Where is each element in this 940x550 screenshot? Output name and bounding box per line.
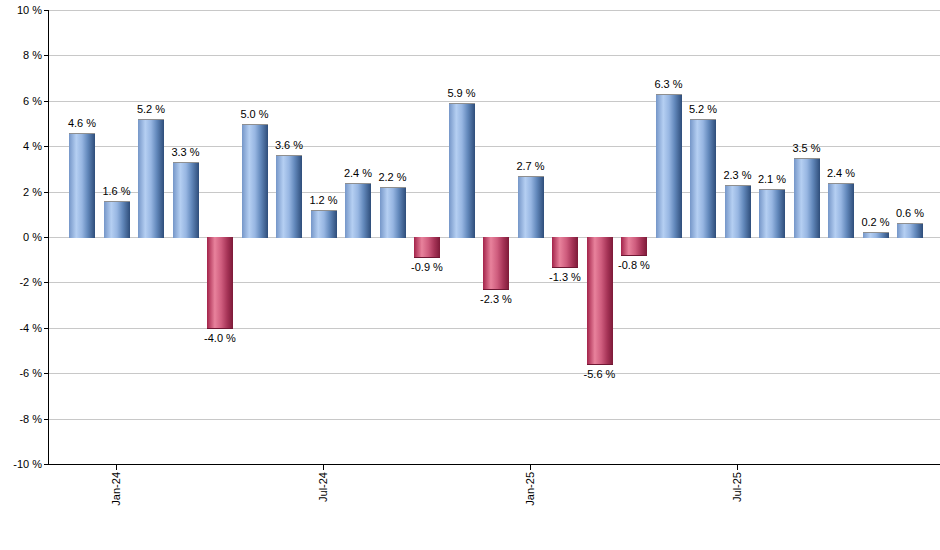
bar [897,223,923,238]
gridline [49,101,940,102]
gridline [49,10,940,11]
bar [518,176,544,238]
bar-value-label: 0.6 % [884,207,936,219]
bar-value-label: 2.1 % [746,173,798,185]
y-axis-tick [44,373,48,374]
bar-value-label: 4.6 % [56,117,108,129]
bar-value-label: 1.6 % [91,185,143,197]
bar-value-label: 3.6 % [263,139,315,151]
x-axis-tick [737,465,738,470]
y-axis-tick [44,10,48,11]
bar [621,237,647,256]
gridline [49,373,940,374]
bar [345,183,371,238]
y-axis-tick [44,192,48,193]
y-axis-tick-label: -6 % [0,367,42,380]
y-axis-tick [44,464,48,465]
x-axis-tick-label: Jan-25 [523,472,537,506]
y-axis-tick [44,237,48,238]
bar [483,237,509,290]
y-axis-tick-label: -10 % [0,458,42,471]
bar-value-label: 2.7 % [505,160,557,172]
x-axis-tick-label: Jul-25 [730,472,744,502]
y-axis-tick-label: -8 % [0,413,42,426]
y-axis-tick [44,419,48,420]
bar-value-label: 5.9 % [436,87,488,99]
bar-value-label: -5.6 % [574,368,626,380]
y-axis-tick [44,328,48,329]
bar [311,210,337,238]
y-axis-tick [44,101,48,102]
y-axis-tick-label: 8 % [0,49,42,62]
bar-value-label: 3.5 % [781,142,833,154]
bar [449,103,475,238]
x-axis-tick [323,465,324,470]
y-axis-tick-label: 10 % [0,4,42,17]
x-axis-tick-label: Jul-24 [316,472,330,502]
bar-chart: 4.6 % 1.6 % 5.2 % 3.3 % -4.0 % 5.0 % 3.6 % 1.2 … [0,0,940,550]
gridline [49,328,940,329]
bar-value-label: 5.0 % [229,108,281,120]
bar-value-label: -1.3 % [539,271,591,283]
bar-value-label: 1.2 % [298,194,350,206]
x-axis-tick [530,465,531,470]
bar [380,187,406,238]
bar-value-label: 5.2 % [125,103,177,115]
bar [414,237,440,258]
y-axis-tick-label: -4 % [0,322,42,335]
bar [863,232,889,238]
bar-value-label: -0.9 % [401,261,453,273]
bar [656,94,682,238]
y-axis-tick-label: 4 % [0,140,42,153]
bar [587,237,613,365]
bar [759,189,785,238]
plot-area: 4.6 % 1.6 % 5.2 % 3.3 % -4.0 % 5.0 % 3.6 % 1.2 … [48,10,940,465]
bar-value-label: 6.3 % [643,78,695,90]
bar [828,183,854,238]
bar-value-label: -2.3 % [470,293,522,305]
gridline [49,419,940,420]
x-axis-tick-label: Jan-24 [109,472,123,506]
bar [173,162,199,238]
y-axis-tick-label: -2 % [0,276,42,289]
bar-value-label: 2.4 % [815,167,867,179]
y-axis-tick [44,282,48,283]
bar [138,119,164,238]
bar [552,237,578,268]
y-axis-tick [44,55,48,56]
bar [104,201,130,238]
y-axis-tick [44,146,48,147]
bar [725,185,751,238]
bar [207,237,233,329]
x-axis-tick [116,465,117,470]
y-axis-tick-label: 6 % [0,95,42,108]
bar-value-label: 3.3 % [160,146,212,158]
bar-value-label: 2.2 % [367,171,419,183]
bar-value-label: 5.2 % [677,103,729,115]
gridline [49,55,940,56]
y-axis-tick-label: 2 % [0,186,42,199]
bar-value-label: -0.8 % [608,259,660,271]
bar-value-label: -4.0 % [194,332,246,344]
y-axis-tick-label: 0 % [0,231,42,244]
